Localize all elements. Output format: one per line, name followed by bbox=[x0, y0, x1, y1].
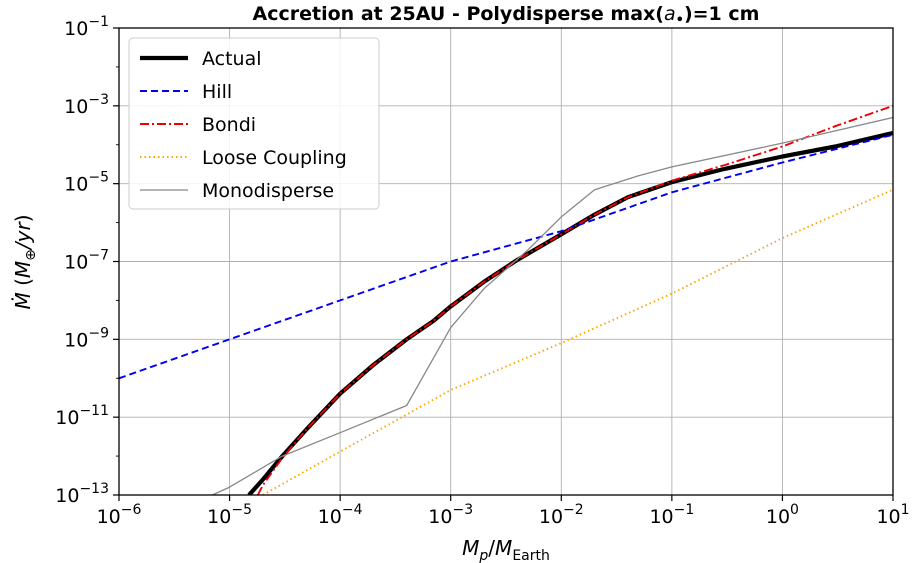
svg-text:Ṁ (M⊕/yr): Ṁ (M⊕/yr) bbox=[11, 214, 39, 309]
y-tick-exponent: −11 bbox=[79, 403, 109, 419]
y-tick-label: 10−7 bbox=[64, 248, 109, 274]
y-tick-base: 10 bbox=[55, 485, 79, 507]
legend-label: Hill bbox=[202, 81, 232, 103]
legend-label: Loose Coupling bbox=[202, 147, 347, 169]
x-tick-exponent: −5 bbox=[231, 502, 252, 518]
y-tick-base: 10 bbox=[64, 252, 88, 274]
legend: Actual Hill Bondi Loose Coupling Monodispers… bbox=[128, 37, 380, 210]
x-tick-exponent: −2 bbox=[563, 502, 584, 518]
y-tick-exponent: −5 bbox=[88, 170, 109, 186]
x-tick-label: 10−2 bbox=[539, 502, 584, 528]
chart-title: Accretion at 25AU - Polydisperse max(a•)… bbox=[253, 3, 760, 28]
y-tick-label: 10−5 bbox=[64, 170, 109, 196]
series-group bbox=[119, 104, 893, 495]
x-tick-label: 10−1 bbox=[649, 502, 694, 528]
y-tick-label: 10−9 bbox=[64, 325, 109, 351]
x-tick-base: 10 bbox=[539, 506, 563, 528]
y-tick-exponent: −3 bbox=[88, 92, 109, 108]
legend-label: Monodisperse bbox=[202, 180, 334, 202]
title-suffix: )=1 cm bbox=[684, 3, 760, 25]
series-line-bondi bbox=[256, 104, 893, 495]
x-tick-exponent: −1 bbox=[674, 502, 695, 518]
x-axis-label: Mp/MEarth bbox=[462, 536, 550, 563]
legend-label: Bondi bbox=[202, 114, 256, 136]
y-tick-label: 10−11 bbox=[55, 403, 109, 429]
y-tick-base: 10 bbox=[64, 329, 88, 351]
x-tick-label: 100 bbox=[766, 502, 799, 528]
y-tick-base: 10 bbox=[64, 96, 88, 118]
y-tick-exponent: −7 bbox=[88, 248, 109, 264]
title-prefix: Accretion at 25AU - Polydisperse max( bbox=[253, 3, 664, 25]
x-tick-base: 10 bbox=[766, 506, 790, 528]
series-line-monodisperse bbox=[212, 116, 893, 495]
y-tick-label: 10−3 bbox=[64, 92, 109, 118]
y-tick-label: 10−13 bbox=[55, 481, 109, 507]
x-tick-exponent: −6 bbox=[121, 502, 142, 518]
y-tick-base: 10 bbox=[55, 407, 79, 429]
y-tick-exponent: −13 bbox=[79, 481, 109, 497]
x-tick-label: 10−6 bbox=[97, 502, 142, 528]
y-tick-base: 10 bbox=[64, 18, 88, 40]
y-tick-exponent: −1 bbox=[88, 14, 109, 30]
y-axis-label: Ṁ (M⊕/yr) bbox=[11, 214, 39, 309]
x-tick-label: 10−3 bbox=[428, 502, 473, 528]
y-tick-label: 10−1 bbox=[64, 14, 109, 40]
x-tick-base: 10 bbox=[649, 506, 673, 528]
legend-frame bbox=[128, 37, 380, 210]
x-tick-label: 101 bbox=[876, 502, 909, 528]
x-tick-base: 10 bbox=[97, 506, 121, 528]
x-tick-exponent: −3 bbox=[452, 502, 473, 518]
title-subscript: • bbox=[676, 13, 684, 28]
x-tick-base: 10 bbox=[876, 506, 900, 528]
legend-label: Actual bbox=[202, 48, 262, 70]
x-tick-base: 10 bbox=[318, 506, 342, 528]
x-tick-exponent: 0 bbox=[790, 502, 799, 518]
y-tick-base: 10 bbox=[64, 174, 88, 196]
x-tick-label: 10−5 bbox=[207, 502, 252, 528]
x-tick-labels: 10−6 10−5 10−4 10−3 10−2 10−1 100 101 bbox=[97, 502, 910, 528]
tick-marks bbox=[113, 27, 894, 501]
x-tick-exponent: 1 bbox=[901, 502, 910, 518]
title-symbol: a bbox=[664, 3, 676, 25]
x-tick-base: 10 bbox=[428, 506, 452, 528]
x-tick-base: 10 bbox=[207, 506, 231, 528]
x-tick-label: 10−4 bbox=[318, 502, 363, 528]
series-line-hill bbox=[119, 133, 893, 380]
y-tick-exponent: −9 bbox=[88, 325, 109, 341]
x-tick-exponent: −4 bbox=[342, 502, 363, 518]
